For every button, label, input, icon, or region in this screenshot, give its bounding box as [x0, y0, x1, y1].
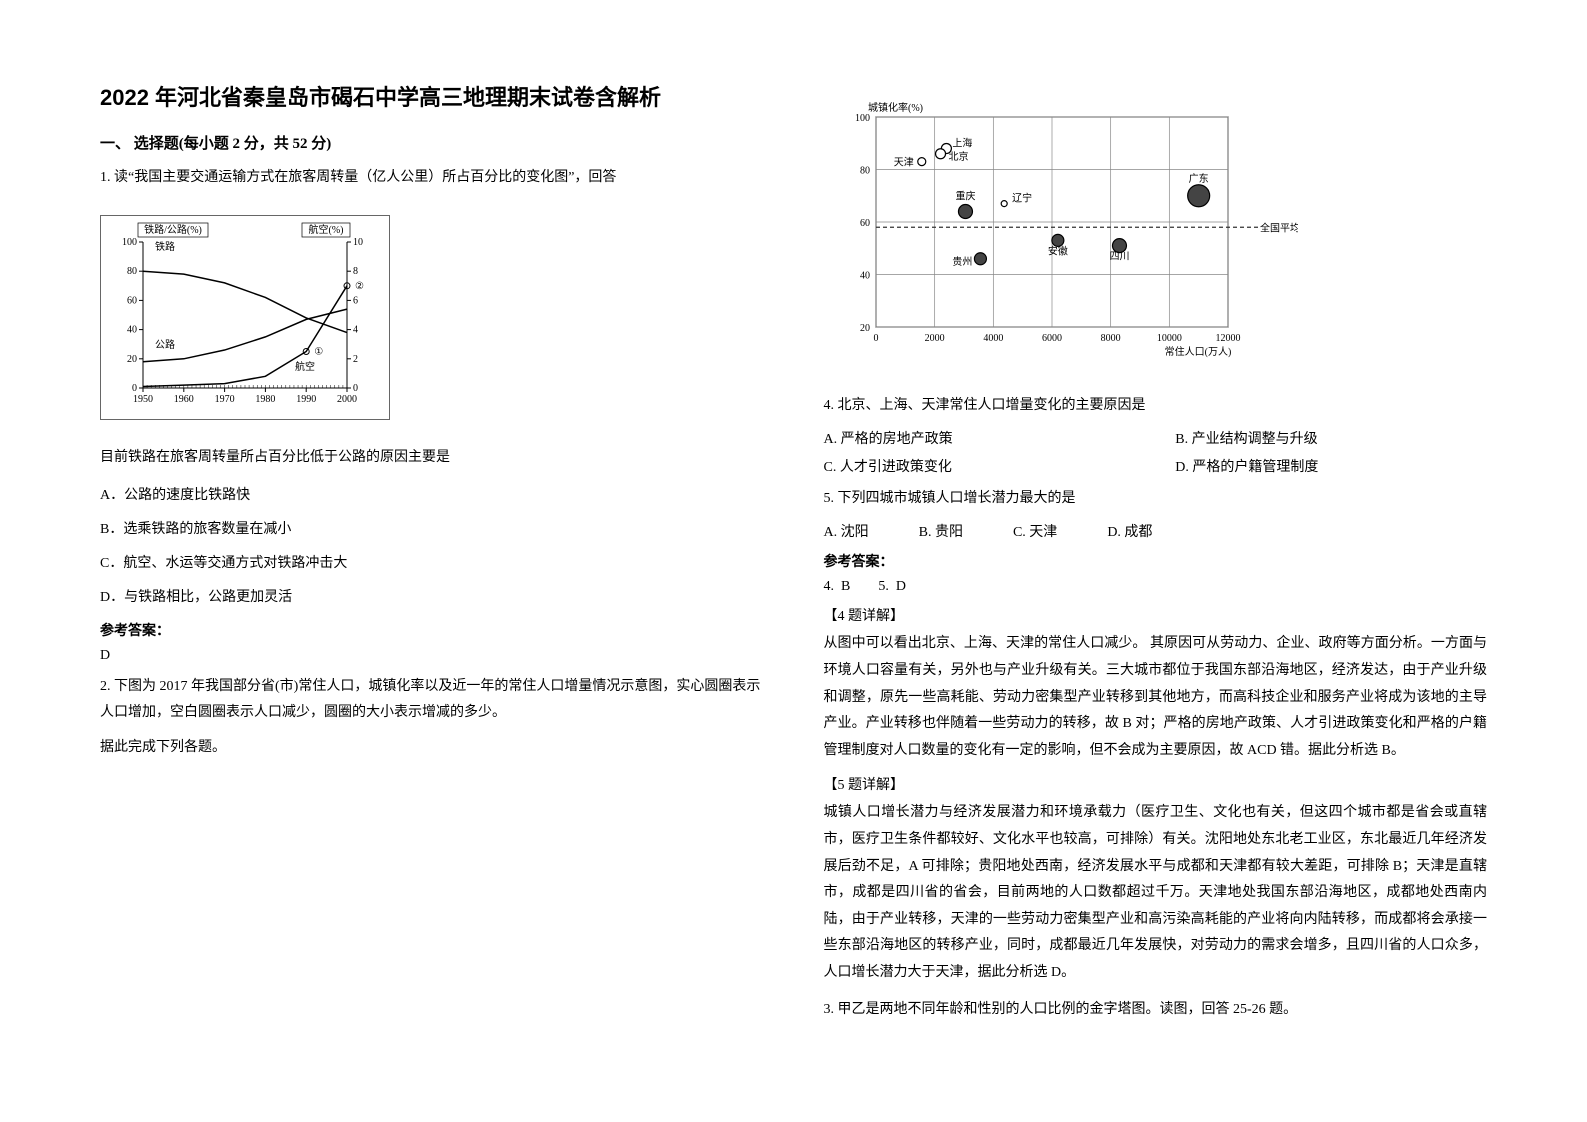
- svg-text:20: 20: [860, 323, 870, 334]
- svg-text:2000: 2000: [337, 394, 357, 405]
- svg-text:全国平均: 全国平均: [1260, 221, 1298, 234]
- svg-text:80: 80: [860, 166, 870, 177]
- q5-option-b: B. 贵阳: [919, 521, 963, 541]
- q4-options-row2: C. 人才引进政策变化 D. 严格的户籍管理制度: [824, 456, 1488, 476]
- svg-text:公路: 公路: [155, 338, 175, 351]
- q1-option-d: D．与铁路相比，公路更加灵活: [100, 586, 764, 606]
- section-1-heading: 一、 选择题(每小题 2 分，共 52 分): [100, 132, 764, 153]
- svg-text:2: 2: [353, 354, 358, 365]
- svg-text:四川: 四川: [1109, 252, 1129, 263]
- svg-text:航空: 航空: [295, 360, 315, 373]
- svg-text:航空(%): 航空(%): [309, 223, 344, 236]
- q1-option-b: B．选乘铁路的旅客数量在减小: [100, 518, 764, 538]
- svg-text:1950: 1950: [133, 394, 153, 405]
- q5-option-c: C. 天津: [1013, 521, 1057, 541]
- q4-option-b: B. 产业结构调整与升级: [1175, 428, 1487, 448]
- svg-text:1960: 1960: [174, 394, 194, 405]
- answers-heading: 参考答案：: [824, 551, 1488, 571]
- svg-text:1990: 1990: [296, 394, 316, 405]
- svg-text:10: 10: [353, 237, 363, 248]
- svg-text:重庆: 重庆: [955, 190, 975, 203]
- exam-title: 2022 年河北省秦皇岛市碣石中学高三地理期末试卷含解析: [100, 80, 764, 112]
- svg-text:6: 6: [353, 296, 358, 307]
- right-column: 城镇化率(%) 20 40 60 80 100 0 2000 4000 6000 8000 10000…: [824, 80, 1488, 1042]
- svg-text:常住人口(万人): 常住人口(万人): [1164, 345, 1231, 358]
- svg-text:②: ②: [355, 281, 364, 292]
- q4-option-a: A. 严格的房地产政策: [824, 428, 1136, 448]
- q5-option-d: D. 成都: [1107, 521, 1152, 541]
- svg-text:铁路: 铁路: [155, 240, 175, 253]
- svg-text:安徽: 安徽: [1047, 244, 1067, 257]
- q1-option-a: A．公路的速度比铁路快: [100, 484, 764, 504]
- q1-option-c: C．航空、水运等交通方式对铁路冲击大: [100, 552, 764, 572]
- q1-sub-stem: 目前铁路在旅客周转量所占百分比低于公路的原因主要是: [100, 445, 764, 470]
- left-column: 2022 年河北省秦皇岛市碣石中学高三地理期末试卷含解析 一、 选择题(每小题 …: [100, 80, 764, 1042]
- svg-text:60: 60: [860, 218, 870, 229]
- svg-text:1980: 1980: [255, 394, 275, 405]
- q4-options-row1: A. 严格的房地产政策 B. 产业结构调整与升级: [824, 428, 1488, 448]
- svg-text:贵州: 贵州: [952, 255, 972, 268]
- svg-text:北京: 北京: [948, 150, 968, 163]
- svg-text:60: 60: [127, 296, 137, 307]
- q5-option-a: A. 沈阳: [824, 521, 869, 541]
- svg-text:1970: 1970: [215, 394, 235, 405]
- svg-text:天津: 天津: [893, 157, 913, 169]
- q1-stem: 1. 读“我国主要交通运输方式在旅客周转量（亿人公里）所占百分比的变化图”，回答: [100, 165, 764, 190]
- q3-stem: 3. 甲乙是两地不同年龄和性别的人口比例的金字塔图。读图，回答 25-26 题。: [824, 997, 1488, 1022]
- q4-option-d: D. 严格的户籍管理制度: [1175, 456, 1487, 476]
- svg-text:城镇化率(%): 城镇化率(%): [868, 101, 923, 114]
- svg-text:10000: 10000: [1156, 333, 1181, 344]
- q4-explain-body: 从图中可以看出北京、上海、天津的常住人口减少。 其原因可从劳动力、企业、政府等方…: [824, 631, 1488, 764]
- svg-text:铁路/公路(%): 铁路/公路(%): [144, 223, 202, 236]
- svg-text:8000: 8000: [1100, 333, 1120, 344]
- svg-text:广东: 广东: [1188, 172, 1208, 185]
- svg-text:0: 0: [873, 333, 878, 344]
- q5-explain-heading: 【5 题详解】: [824, 774, 1488, 794]
- svg-text:8: 8: [353, 266, 358, 277]
- q4-stem: 4. 北京、上海、天津常住人口增量变化的主要原因是: [824, 393, 1488, 418]
- svg-text:100: 100: [122, 237, 137, 248]
- svg-text:6000: 6000: [1042, 333, 1062, 344]
- answers-line: 4. B 5. D: [824, 579, 1488, 595]
- q5-stem: 5. 下列四城市城镇人口增长潜力最大的是: [824, 486, 1488, 511]
- q4-explain-heading: 【4 题详解】: [824, 605, 1488, 625]
- svg-text:辽宁: 辽宁: [1012, 192, 1032, 205]
- svg-text:40: 40: [860, 271, 870, 282]
- q5-options: A. 沈阳 B. 贵阳 C. 天津 D. 成都: [824, 521, 1488, 541]
- q4-option-c: C. 人才引进政策变化: [824, 456, 1136, 476]
- q2-stem2: 据此完成下列各题。: [100, 735, 764, 760]
- q1-chart: 铁路/公路(%) 航空(%) 0 20 40 60 80 100 0 2 4 6 8 10 1950 1960…: [100, 215, 390, 420]
- q2-stem1: 2. 下图为 2017 年我国部分省(市)常住人口，城镇化率以及近一年的常住人口…: [100, 674, 764, 724]
- svg-text:4: 4: [353, 325, 358, 336]
- svg-text:20: 20: [127, 354, 137, 365]
- svg-text:①: ①: [314, 347, 323, 358]
- q1-answer: D: [100, 648, 764, 664]
- svg-text:80: 80: [127, 266, 137, 277]
- svg-text:12000: 12000: [1215, 333, 1240, 344]
- svg-text:上海: 上海: [952, 137, 972, 150]
- svg-text:100: 100: [855, 113, 870, 124]
- svg-text:4000: 4000: [983, 333, 1003, 344]
- q1-answer-heading: 参考答案：: [100, 620, 764, 640]
- q2-chart: 城镇化率(%) 20 40 60 80 100 0 2000 4000 6000 8000 10000…: [824, 95, 1302, 368]
- q5-explain-body: 城镇人口增长潜力与经济发展潜力和环境承载力（医疗卫生、文化也有关，但这四个城市都…: [824, 800, 1488, 986]
- svg-text:40: 40: [127, 325, 137, 336]
- svg-text:0: 0: [132, 383, 137, 394]
- svg-text:2000: 2000: [924, 333, 944, 344]
- svg-text:0: 0: [353, 383, 358, 394]
